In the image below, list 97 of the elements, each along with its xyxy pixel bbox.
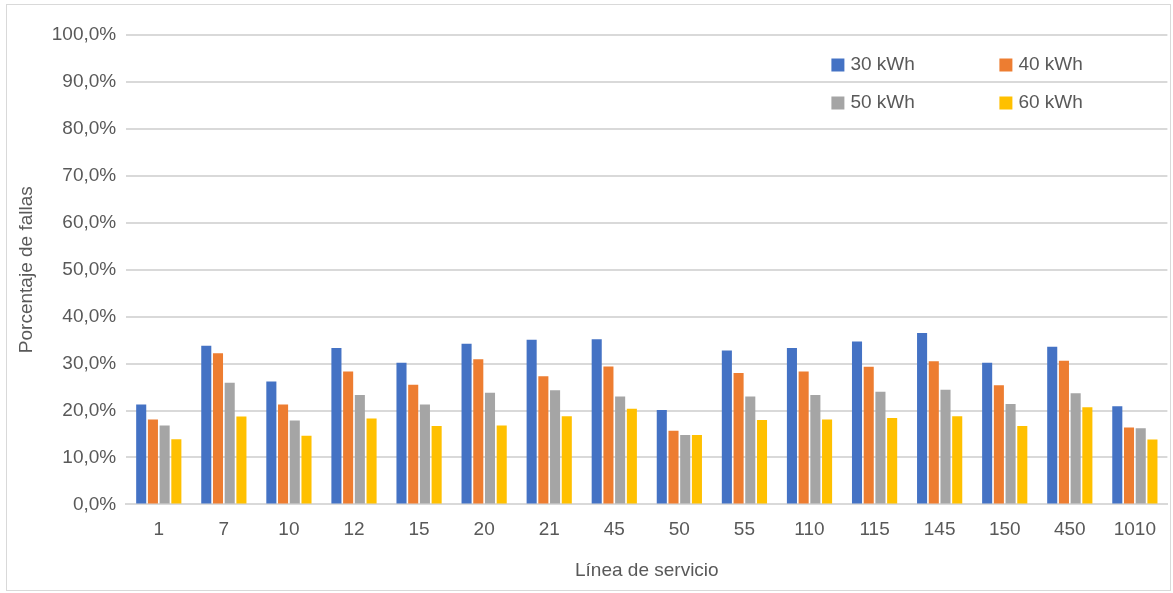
bar [354,395,365,504]
y-tick-label: 90,0% [62,70,117,92]
legend-label: 30 kWh [850,53,915,75]
x-tick-label: 145 [923,518,956,540]
bar [940,389,951,504]
bar [431,426,442,504]
bar [201,345,212,504]
bar [691,434,702,504]
y-tick-label: 20,0% [62,398,117,420]
bar [656,410,667,504]
bar [147,419,158,504]
bar [171,439,182,504]
bar [668,430,679,504]
bar [1123,427,1135,504]
bar [863,366,874,504]
bar [561,416,572,504]
bar [1017,426,1028,504]
x-tick-label: 1010 [1113,518,1157,540]
bar [1135,428,1146,504]
bar [887,418,898,504]
bar [1070,393,1081,504]
y-tick-label: 60,0% [62,210,117,232]
bar [993,385,1004,504]
bar [626,408,637,504]
bar [1147,439,1158,504]
x-tick-label: 15 [408,518,430,540]
x-tick-label: 20 [473,518,495,540]
x-axis-title: Línea de servicio [574,558,719,580]
y-tick-label: 80,0% [62,117,117,139]
x-tick-label: 45 [603,518,625,540]
bar [1082,407,1093,504]
bar [733,372,744,504]
bar [366,418,377,504]
bar [875,391,886,504]
bar [212,353,224,504]
x-tick-label: 21 [538,518,560,540]
x-tick-label: 50 [668,518,690,540]
x-tick-label: 150 [988,518,1021,540]
bar [917,333,928,504]
y-tick-label: 70,0% [62,164,117,186]
y-tick-label: 50,0% [62,257,117,279]
y-tick-label: 0,0% [72,492,117,514]
bar [343,371,354,504]
bar [159,425,170,504]
bar [615,396,626,504]
bar [982,362,993,504]
bar [526,339,537,504]
x-tick-label: 115 [859,518,890,540]
y-axis-title: Porcentaje de fallas [14,186,36,354]
bar [798,371,809,504]
bar [603,366,614,504]
bar [461,343,472,504]
bar [331,348,342,504]
x-tick-label: 1 [153,518,165,540]
legend-label: 40 kWh [1018,53,1083,75]
x-tick-label: 450 [1053,518,1086,540]
legend-label: 50 kWh [850,91,915,113]
bar [745,396,756,504]
y-tick-label: 30,0% [62,351,117,373]
x-tick-label: 7 [218,518,230,540]
bar [278,404,289,504]
x-tick-label: 55 [733,518,755,540]
bar [289,420,300,504]
bar [550,390,561,504]
y-tick-label: 40,0% [62,304,117,326]
bar [952,416,963,504]
bar [721,350,732,504]
bar [396,362,407,504]
bar [136,404,147,504]
bar [236,416,247,504]
bar [224,382,235,504]
bar [680,434,691,504]
bar [538,376,549,504]
bar [496,425,507,504]
bar [419,404,430,504]
bar [1005,403,1016,504]
bar [408,384,419,504]
bar [1058,360,1069,504]
x-tick-label: 12 [343,518,365,540]
y-tick-label: 100,0% [51,23,117,45]
x-tick-label: 10 [278,518,300,540]
x-tick-label: 110 [794,518,825,540]
bar [266,381,277,504]
bar [1112,406,1123,504]
bar [786,348,797,504]
bar [928,361,939,504]
bar [851,341,863,504]
bar [822,419,833,504]
bar [591,339,602,504]
legend-label: 60 kWh [1018,91,1083,113]
bar [810,395,821,504]
bar [756,419,768,504]
bar [1047,346,1058,504]
bar [473,359,484,504]
bar [484,392,496,504]
bar [301,435,312,504]
y-tick-label: 10,0% [62,445,117,467]
